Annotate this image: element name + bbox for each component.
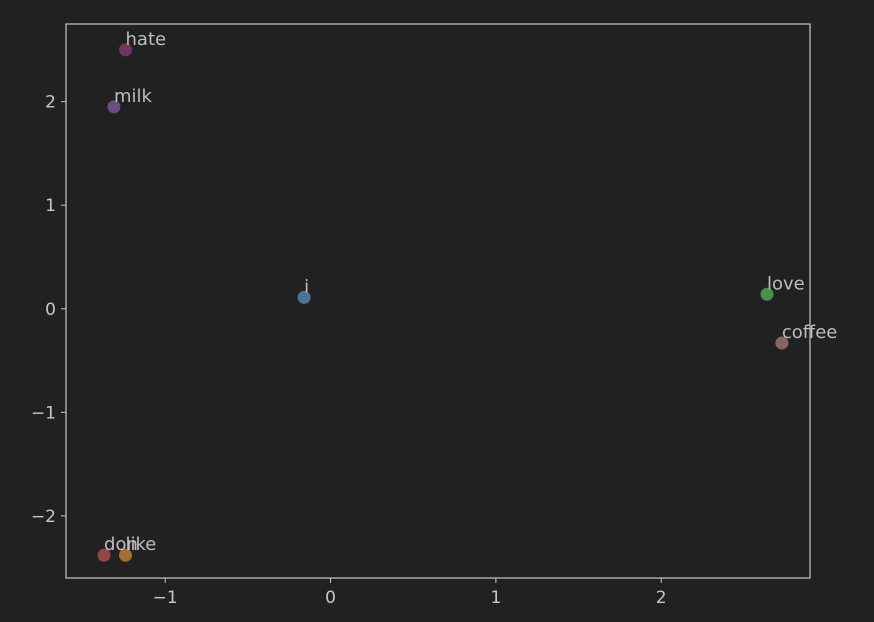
y-tick-label: −2 bbox=[31, 507, 56, 527]
x-tick-label: 0 bbox=[325, 588, 336, 608]
plot-frame bbox=[65, 23, 811, 579]
y-tick-label: −1 bbox=[31, 403, 56, 423]
data-point-coffee bbox=[775, 336, 789, 350]
point-label-hate: hate bbox=[126, 29, 167, 50]
data-point-hate bbox=[119, 43, 133, 57]
data-point-like bbox=[119, 548, 133, 562]
data-points bbox=[97, 43, 789, 562]
point-label-like: like bbox=[126, 534, 157, 555]
data-point-milk bbox=[107, 100, 121, 114]
point-label-i: i bbox=[304, 276, 309, 297]
data-point-love bbox=[760, 287, 774, 301]
x-tick-label: −1 bbox=[153, 588, 178, 608]
data-point-don bbox=[97, 548, 111, 562]
point-label-don: don bbox=[104, 534, 138, 555]
x-tick-label: 1 bbox=[490, 588, 501, 608]
y-tick-label: 0 bbox=[45, 300, 56, 320]
axis-ticks: −1 0 1 2 −2 −1 0 1 2 bbox=[31, 93, 667, 608]
point-label-coffee: coffee bbox=[782, 322, 837, 343]
x-tick-label: 2 bbox=[656, 588, 667, 608]
y-tick-label: 1 bbox=[45, 196, 56, 216]
point-label-milk: milk bbox=[114, 86, 153, 107]
y-tick-label: 2 bbox=[45, 93, 56, 113]
data-point-i bbox=[297, 290, 311, 304]
point-label-love: love bbox=[767, 273, 805, 294]
